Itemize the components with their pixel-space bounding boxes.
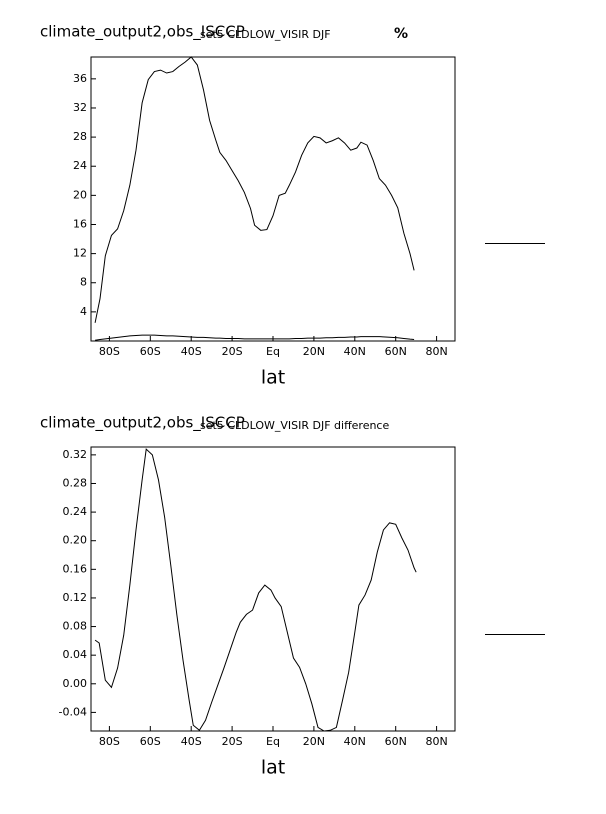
x-tick-label: 80S — [99, 345, 120, 358]
data-line — [94, 448, 417, 732]
y-tick-label: 0.20 — [63, 534, 88, 547]
x-tick-label: 80S — [99, 735, 120, 748]
y-tick-label: 0.16 — [63, 562, 88, 575]
chart-subtitle: set5 CLDLOW_VISIR DJF difference — [200, 419, 389, 432]
x-tick-label: 60N — [385, 735, 407, 748]
chart-title: climate_output2,obs_ISCCP — [40, 414, 245, 433]
plot-frame — [90, 446, 456, 732]
y-tick-label: 12 — [73, 247, 87, 260]
y-tick-label: 0.00 — [63, 677, 88, 690]
units: % — [394, 26, 408, 42]
y-tick-label: 0.04 — [63, 648, 88, 661]
x-tick-label: Eq — [266, 735, 280, 748]
y-tick-label: 28 — [73, 130, 87, 143]
x-tick-label: 60S — [140, 345, 161, 358]
plot-frame — [90, 56, 456, 342]
x-tick-label: 40N — [344, 735, 366, 748]
y-tick-label: 0.32 — [63, 448, 88, 461]
x-tick-label: 20S — [222, 735, 243, 748]
y-tick-label: 0.24 — [63, 505, 88, 518]
x-tick-label: 80N — [425, 345, 447, 358]
x-tick-label: 20N — [303, 735, 325, 748]
y-tick-label: 24 — [73, 159, 87, 172]
y-tick-label: 0.08 — [63, 620, 88, 633]
y-tick-label: 36 — [73, 72, 87, 85]
x-tick-label: 20S — [222, 345, 243, 358]
x-tick-label: 60S — [140, 735, 161, 748]
data-line — [95, 334, 415, 341]
y-tick-label: -0.04 — [59, 705, 87, 718]
x-tick-label: 20N — [303, 345, 325, 358]
y-tick-label: 32 — [73, 101, 87, 114]
y-tick-label: 0.28 — [63, 476, 88, 489]
y-tick-label: 4 — [80, 305, 87, 318]
x-tick-label: 40S — [181, 345, 202, 358]
data-line — [94, 56, 415, 323]
x-tick-label: 80N — [425, 735, 447, 748]
chart-title: climate_output2,obs_ISCCP — [40, 23, 245, 42]
x-tick-label: 60N — [385, 345, 407, 358]
y-tick-label: 0.12 — [63, 591, 88, 604]
x-axis-label: lat — [261, 367, 285, 389]
y-tick-label: 20 — [73, 188, 87, 201]
x-tick-label: Eq — [266, 345, 280, 358]
y-tick-label: 16 — [73, 217, 87, 230]
x-tick-label: 40N — [344, 345, 366, 358]
y-tick-label: 8 — [80, 276, 87, 289]
x-tick-label: 40S — [181, 735, 202, 748]
x-axis-label: lat — [261, 757, 285, 779]
chart-subtitle: set5 CLDLOW_VISIR DJF — [200, 28, 331, 41]
